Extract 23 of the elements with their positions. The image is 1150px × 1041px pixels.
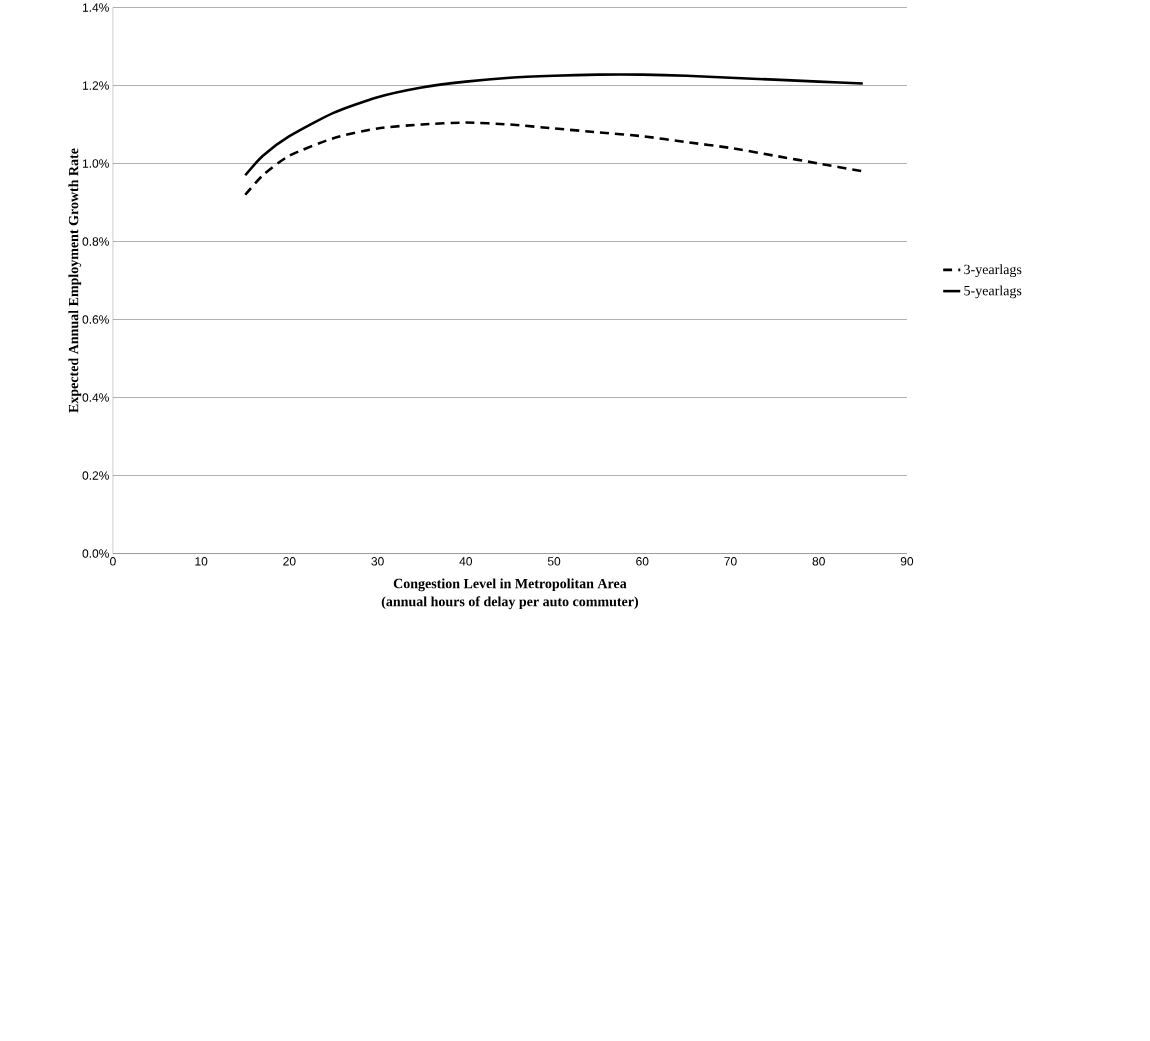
y-tick-label: 0.0% [82, 549, 109, 558]
x-tick-label: 40 [459, 557, 473, 566]
y-tick-label: 1.4% [82, 3, 109, 12]
x-tick-label: 30 [371, 557, 384, 566]
y-tick-label: 1.0% [82, 159, 109, 168]
y-tick-label: 0.4% [82, 393, 109, 402]
x-tick-label: 60 [636, 557, 649, 566]
x-tick-label: 0 [110, 557, 116, 566]
legend-label: 3-yearlags [964, 264, 1022, 278]
x-tick-label: 20 [283, 557, 296, 566]
x-tick-label: 10 [195, 557, 208, 566]
y-tick-label: 1.2% [82, 81, 109, 90]
x-tick-label: 50 [547, 557, 561, 566]
line-series [243, 73, 865, 177]
y-axis-title: Expected Annual Employment Growth Rate [68, 148, 82, 413]
x-tick-label: 80 [812, 557, 825, 566]
x-tick-label: 70 [724, 557, 737, 566]
x-axis-title: Congestion Level in Metropolitan Area (annual hours of delay per auto commuter) [381, 578, 639, 610]
x-tick-label: 90 [900, 557, 914, 566]
y-tick-label: 0.8% [82, 237, 109, 246]
y-tick-label: 0.2% [82, 471, 109, 480]
legend-label: 5-yearlags [964, 285, 1022, 299]
y-tick-label: 0.6% [82, 315, 109, 324]
